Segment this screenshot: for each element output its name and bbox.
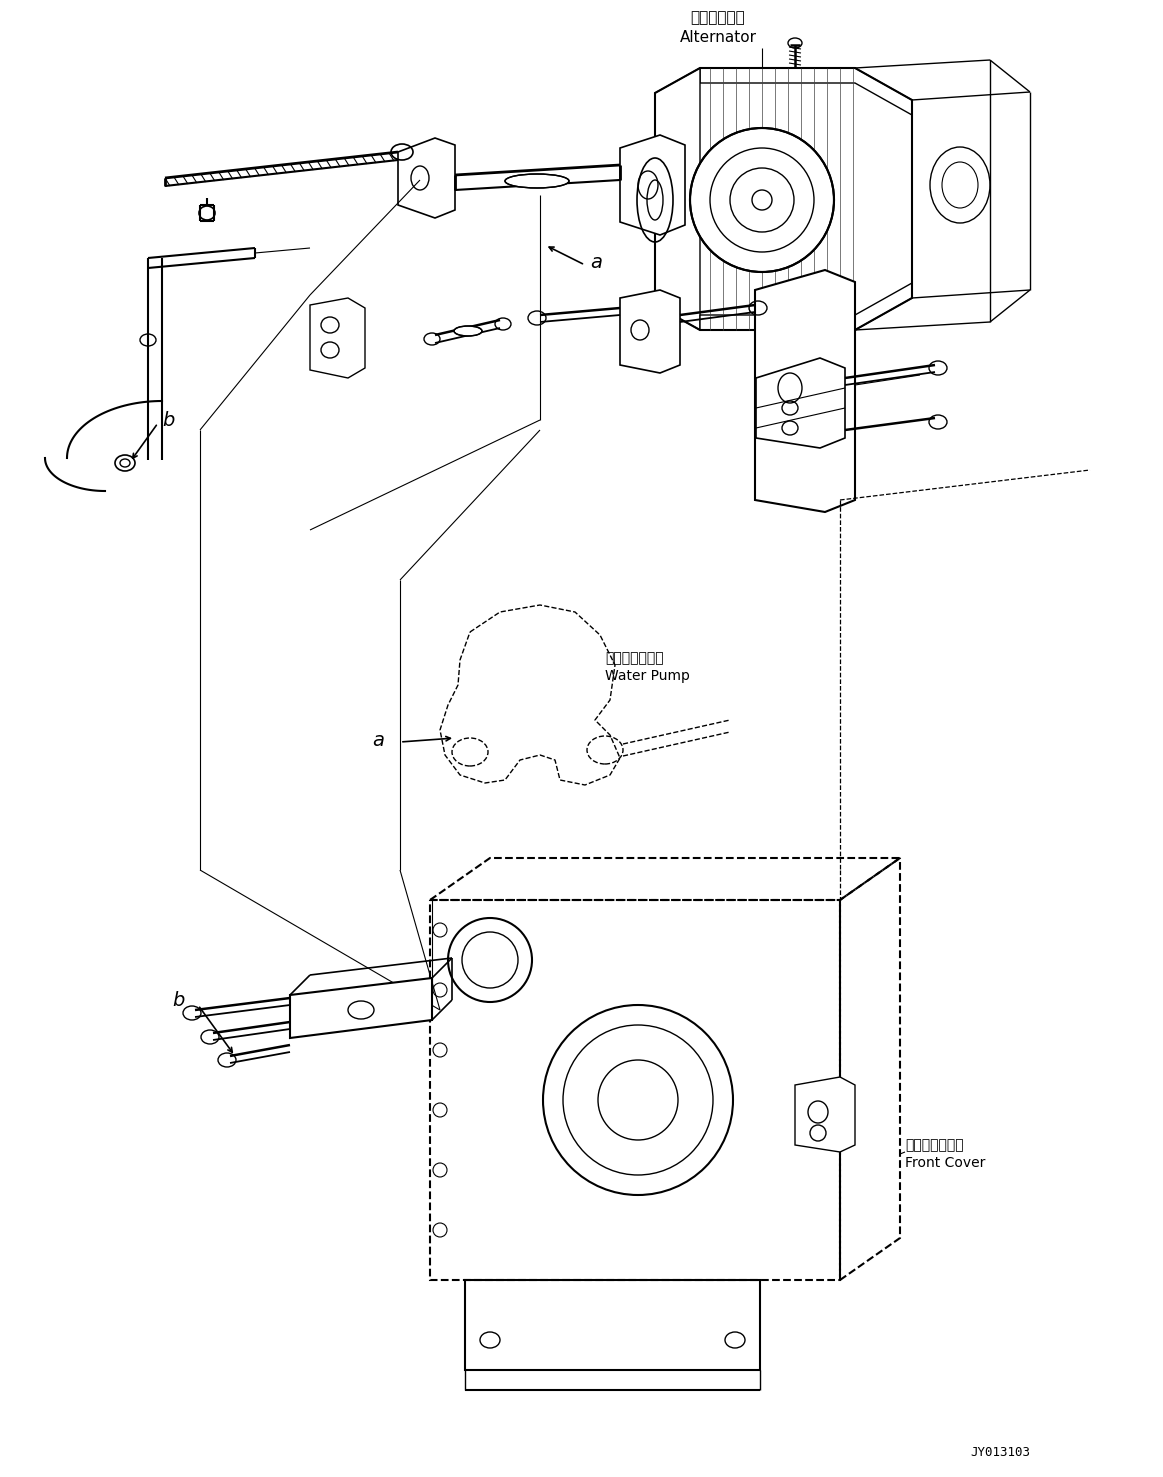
Text: フロントカバー: フロントカバー [905, 1137, 964, 1152]
Ellipse shape [505, 174, 569, 188]
Polygon shape [620, 134, 685, 235]
Ellipse shape [752, 191, 772, 210]
Polygon shape [795, 1077, 855, 1152]
Text: ウォータポンプ: ウォータポンプ [605, 651, 664, 665]
Polygon shape [755, 270, 855, 513]
Polygon shape [398, 137, 455, 219]
Polygon shape [290, 978, 431, 1038]
Polygon shape [620, 289, 680, 374]
Text: Front Cover: Front Cover [905, 1156, 985, 1170]
Text: オルタネータ: オルタネータ [691, 10, 745, 25]
Text: b: b [162, 411, 174, 430]
Polygon shape [655, 68, 700, 329]
Polygon shape [311, 298, 365, 378]
Text: Alternator: Alternator [679, 31, 756, 46]
Text: JY013103: JY013103 [970, 1446, 1030, 1458]
Polygon shape [700, 68, 912, 115]
Text: a: a [372, 731, 384, 749]
Ellipse shape [454, 326, 481, 335]
Polygon shape [756, 357, 846, 448]
Text: b: b [172, 991, 185, 1009]
Text: a: a [590, 253, 602, 272]
Polygon shape [700, 284, 912, 329]
Text: Water Pump: Water Pump [605, 669, 690, 682]
Ellipse shape [690, 128, 834, 272]
